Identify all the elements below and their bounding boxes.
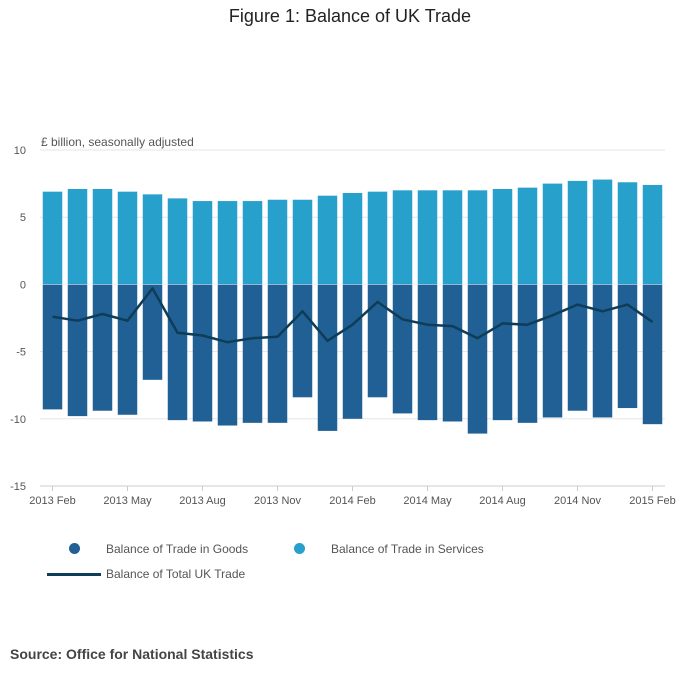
bar-services	[517, 187, 538, 285]
bar-goods	[217, 284, 238, 426]
bar-goods	[442, 284, 463, 422]
x-tick-label: 2014 Aug	[479, 495, 526, 507]
bar-services	[67, 188, 88, 285]
bar-services	[242, 201, 263, 285]
bar-services	[217, 201, 238, 285]
legend-goods-marker	[69, 543, 80, 554]
bar-goods	[567, 284, 588, 411]
bar-goods	[117, 284, 138, 415]
bar-goods	[642, 284, 663, 425]
y-tick-label: 5	[20, 212, 26, 224]
bar-services	[492, 188, 513, 285]
bar-services	[317, 195, 338, 285]
bar-services	[292, 199, 313, 285]
bar-goods	[242, 284, 263, 423]
legend-services-label: Balance of Trade in Services	[331, 542, 484, 556]
chart-area: 10 5 0 -5 -10 -15 £ billion, seasonally adjust…	[10, 135, 676, 507]
legend-goods-label: Balance of Trade in Goods	[106, 542, 249, 556]
bar-goods	[342, 284, 363, 419]
bar-goods	[467, 284, 488, 434]
bar-services	[442, 190, 463, 285]
bar-services	[392, 190, 413, 285]
bar-services	[42, 191, 63, 285]
y-axis-label: £ billion, seasonally adjusted	[41, 135, 194, 149]
bar-goods	[417, 284, 438, 421]
x-tick-label: 2013 Nov	[254, 495, 302, 507]
y-tick-label: 0	[20, 279, 26, 291]
bar-services	[342, 193, 363, 285]
x-tick-label: 2013 Aug	[179, 495, 226, 507]
bar-goods	[67, 284, 88, 417]
bar-goods	[492, 284, 513, 421]
bar-goods	[317, 284, 338, 431]
bar-goods	[142, 284, 163, 380]
legend-services-marker	[294, 543, 305, 554]
bar-services	[617, 182, 638, 285]
bar-goods	[392, 284, 413, 414]
x-tick-label: 2015 Feb	[629, 495, 675, 507]
bar-services	[467, 190, 488, 285]
chart-title: Figure 1: Balance of UK Trade	[228, 6, 472, 26]
line-total-trade	[52, 287, 654, 344]
x-tick-label: 2014 Feb	[329, 495, 375, 507]
bar-goods	[367, 284, 388, 398]
bar-goods	[517, 284, 538, 423]
bar-services	[592, 179, 613, 285]
bar-services	[367, 191, 388, 285]
bar-services	[267, 199, 288, 285]
bar-goods	[542, 284, 563, 418]
y-tick-label: -5	[16, 347, 26, 359]
bar-goods	[592, 284, 613, 418]
x-tick-label: 2013 Feb	[29, 495, 75, 507]
bar-services	[92, 188, 113, 285]
bar-goods	[42, 284, 63, 410]
bar-services	[192, 201, 213, 285]
source-note: Source: Office for National Statistics	[10, 646, 254, 662]
bar-goods	[192, 284, 213, 422]
legend-total-label: Balance of Total UK Trade	[106, 567, 246, 581]
y-tick-label: -10	[10, 414, 26, 426]
bar-goods	[617, 284, 638, 409]
x-tick-label: 2014 May	[403, 495, 452, 507]
bar-goods	[92, 284, 113, 411]
legend-total-marker	[47, 573, 101, 576]
bar-goods	[267, 284, 288, 423]
bar-services	[417, 190, 438, 285]
bar-services	[117, 191, 138, 285]
y-tick-label: 10	[14, 145, 26, 157]
x-tick-label: 2013 May	[103, 495, 152, 507]
bar-services	[542, 183, 563, 285]
bar-services	[142, 194, 163, 285]
bar-goods	[167, 284, 188, 421]
y-tick-label: -15	[10, 481, 26, 493]
bar-services	[567, 180, 588, 285]
bar-services	[642, 184, 663, 285]
bar-services	[167, 198, 188, 285]
x-tick-label: 2014 Nov	[554, 495, 602, 507]
bar-goods	[292, 284, 313, 398]
